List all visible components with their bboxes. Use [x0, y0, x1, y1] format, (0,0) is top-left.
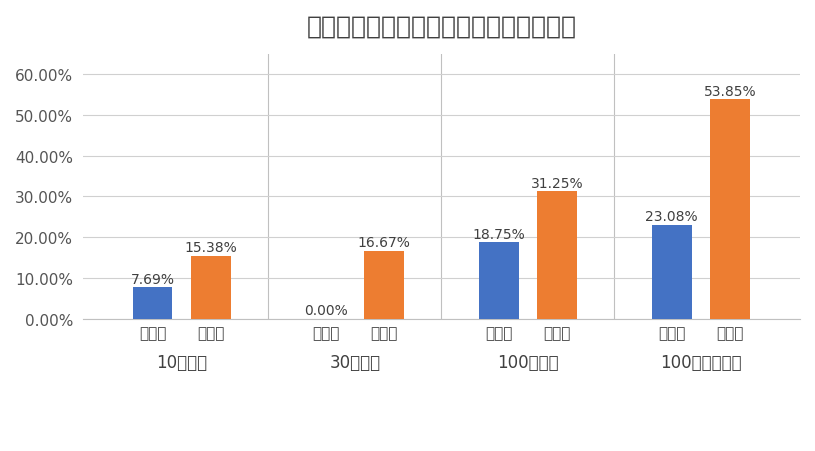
Text: 講義型: 講義型 [485, 326, 513, 341]
Text: 講義型: 講義型 [139, 326, 166, 341]
Text: 講義型: 講義型 [658, 326, 685, 341]
Bar [192, 256, 231, 319]
Bar [711, 100, 750, 319]
Text: 31.25%: 31.25% [531, 176, 584, 190]
Bar [478, 243, 518, 319]
Text: 体験型: 体験型 [371, 326, 398, 341]
Bar [133, 288, 173, 319]
Text: 講義型: 講義型 [312, 326, 339, 341]
Text: 100名以下: 100名以下 [497, 353, 559, 371]
Text: 体験型: 体験型 [197, 326, 225, 341]
Text: 10名以下: 10名以下 [156, 353, 207, 371]
Title: 取り止め（新型コロナウイルスの影響）: 取り止め（新型コロナウイルスの影響） [306, 15, 576, 39]
Bar [364, 251, 404, 319]
Text: 15.38%: 15.38% [185, 241, 237, 255]
Text: 体験型: 体験型 [716, 326, 744, 341]
Text: 18.75%: 18.75% [473, 227, 525, 241]
Text: 7.69%: 7.69% [130, 272, 174, 286]
Text: 53.85%: 53.85% [704, 84, 756, 98]
Bar [652, 225, 692, 319]
Text: 100名を超える: 100名を超える [660, 353, 742, 371]
Text: 30名以下: 30名以下 [329, 353, 381, 371]
Text: 23.08%: 23.08% [645, 209, 698, 223]
Bar [537, 192, 577, 319]
Text: 16.67%: 16.67% [358, 235, 411, 249]
Text: 体験型: 体験型 [544, 326, 570, 341]
Text: 0.00%: 0.00% [304, 303, 347, 317]
